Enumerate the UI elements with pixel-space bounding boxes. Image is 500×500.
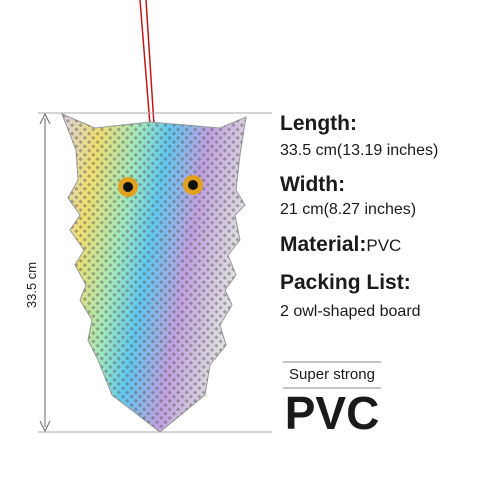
badge-caption: Super strong — [289, 366, 375, 383]
spec-value: PVC — [366, 236, 402, 255]
arrow-head — [39, 420, 51, 433]
spec-value: 2 owl-shaped board — [280, 303, 421, 320]
spec-value: 21 cm(8.27 inches) — [280, 201, 417, 218]
spec-label: Width: — [280, 173, 346, 196]
string — [139, 0, 151, 126]
arrow-head — [39, 112, 51, 125]
spec-label: Material: — [280, 233, 367, 256]
spec-row: Material:PVC — [280, 233, 401, 257]
spec-value: 33.5 cm(13.19 inches) — [280, 142, 439, 159]
spec-label: Length: — [280, 112, 357, 135]
owl-pupil — [188, 180, 198, 190]
string — [145, 0, 155, 126]
dimension-label: 33.5 cm — [24, 262, 39, 308]
badge-text: PVC — [284, 387, 380, 439]
spec-label: Packing List: — [280, 271, 411, 294]
owl-texture — [62, 114, 246, 432]
owl-pupil — [123, 182, 133, 192]
